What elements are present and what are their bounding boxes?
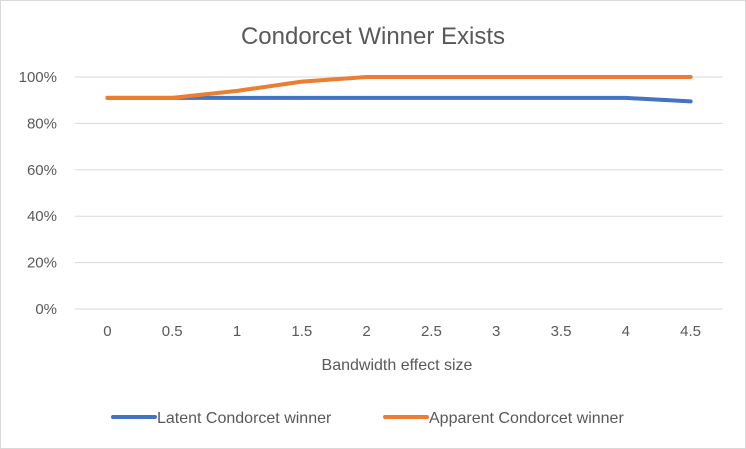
legend: Latent Condorcet winner Apparent Condorce… (111, 410, 624, 427)
x-tick-label: 1.5 (291, 323, 312, 340)
x-tick-label: 4 (622, 323, 630, 340)
x-axis-ticks: 0 0.5 1 1.5 2 2.5 3 3.5 4 4.5 (103, 323, 701, 340)
legend-label: Latent Condorcet winner (157, 410, 332, 427)
x-axis-label: Bandwidth effect size (322, 357, 473, 374)
x-tick-label: 1 (233, 323, 241, 340)
y-tick-label: 20% (27, 255, 57, 272)
x-tick-label: 3 (492, 323, 500, 340)
y-tick-label: 60% (27, 162, 57, 179)
series-line-1 (105, 75, 693, 100)
y-tick-label: 100% (19, 69, 57, 86)
chart-title: Condorcet Winner Exists (241, 23, 505, 50)
x-tick-label: 0.5 (162, 323, 183, 340)
series-lines (105, 75, 693, 104)
x-tick-label: 2 (362, 323, 370, 340)
legend-label: Apparent Condorcet winner (429, 410, 624, 427)
y-tick-label: 80% (27, 115, 57, 132)
gridlines (75, 76, 723, 310)
x-tick-label: 2.5 (421, 323, 442, 340)
x-tick-label: 0 (103, 323, 111, 340)
series-line-0 (105, 95, 693, 104)
x-tick-label: 3.5 (551, 323, 572, 340)
x-tick-label: 4.5 (680, 323, 701, 340)
y-tick-label: 40% (27, 208, 57, 225)
y-tick-label: 0% (35, 301, 57, 318)
y-axis-ticks: 0% 20% 40% 60% 80% 100% (19, 69, 57, 318)
